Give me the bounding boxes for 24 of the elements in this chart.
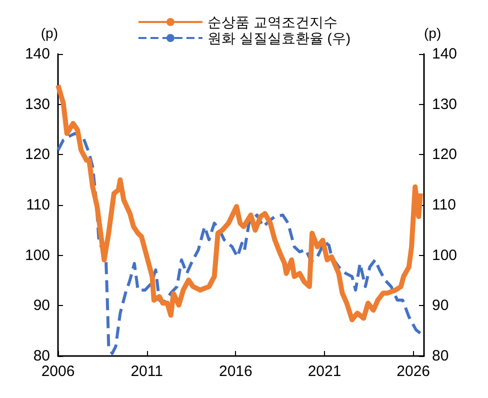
x-tick-label: 2016 bbox=[218, 363, 252, 380]
y2-tick-label: 110 bbox=[432, 196, 456, 214]
y2-tick-label: 130 bbox=[432, 96, 458, 113]
x-tick-label: 2026 bbox=[396, 363, 430, 380]
y-tick-label: 100 bbox=[24, 246, 50, 264]
y-axis-title: (p) bbox=[40, 25, 58, 41]
y2-tick-label: 140 bbox=[432, 46, 458, 62]
y2-tick-label: 100 bbox=[432, 246, 458, 264]
x-tick-label: 2021 bbox=[308, 363, 342, 380]
y2-axis-title: (p) bbox=[424, 25, 442, 41]
y2-tick-label: 120 bbox=[432, 146, 458, 164]
y-tick-label: 140 bbox=[24, 46, 50, 62]
line-series bbox=[56, 132, 422, 355]
y-tick-label: 120 bbox=[24, 146, 50, 164]
y-tick-label: 130 bbox=[24, 96, 50, 113]
y2-tick-label: 80 bbox=[432, 348, 449, 364]
y-tick-label: 80 bbox=[33, 348, 50, 364]
y-tick-label: 90 bbox=[33, 297, 50, 314]
legend-label: 원화 실질실효환율 (우) bbox=[207, 30, 351, 46]
legend-label: 순상품 교역조건지수 bbox=[207, 14, 338, 30]
y-tick-label: 110 bbox=[26, 196, 50, 214]
x-tick-label: 2011 bbox=[130, 363, 163, 380]
y2-tick-label: 90 bbox=[432, 297, 449, 314]
x-tick-label: 2006 bbox=[41, 363, 75, 380]
